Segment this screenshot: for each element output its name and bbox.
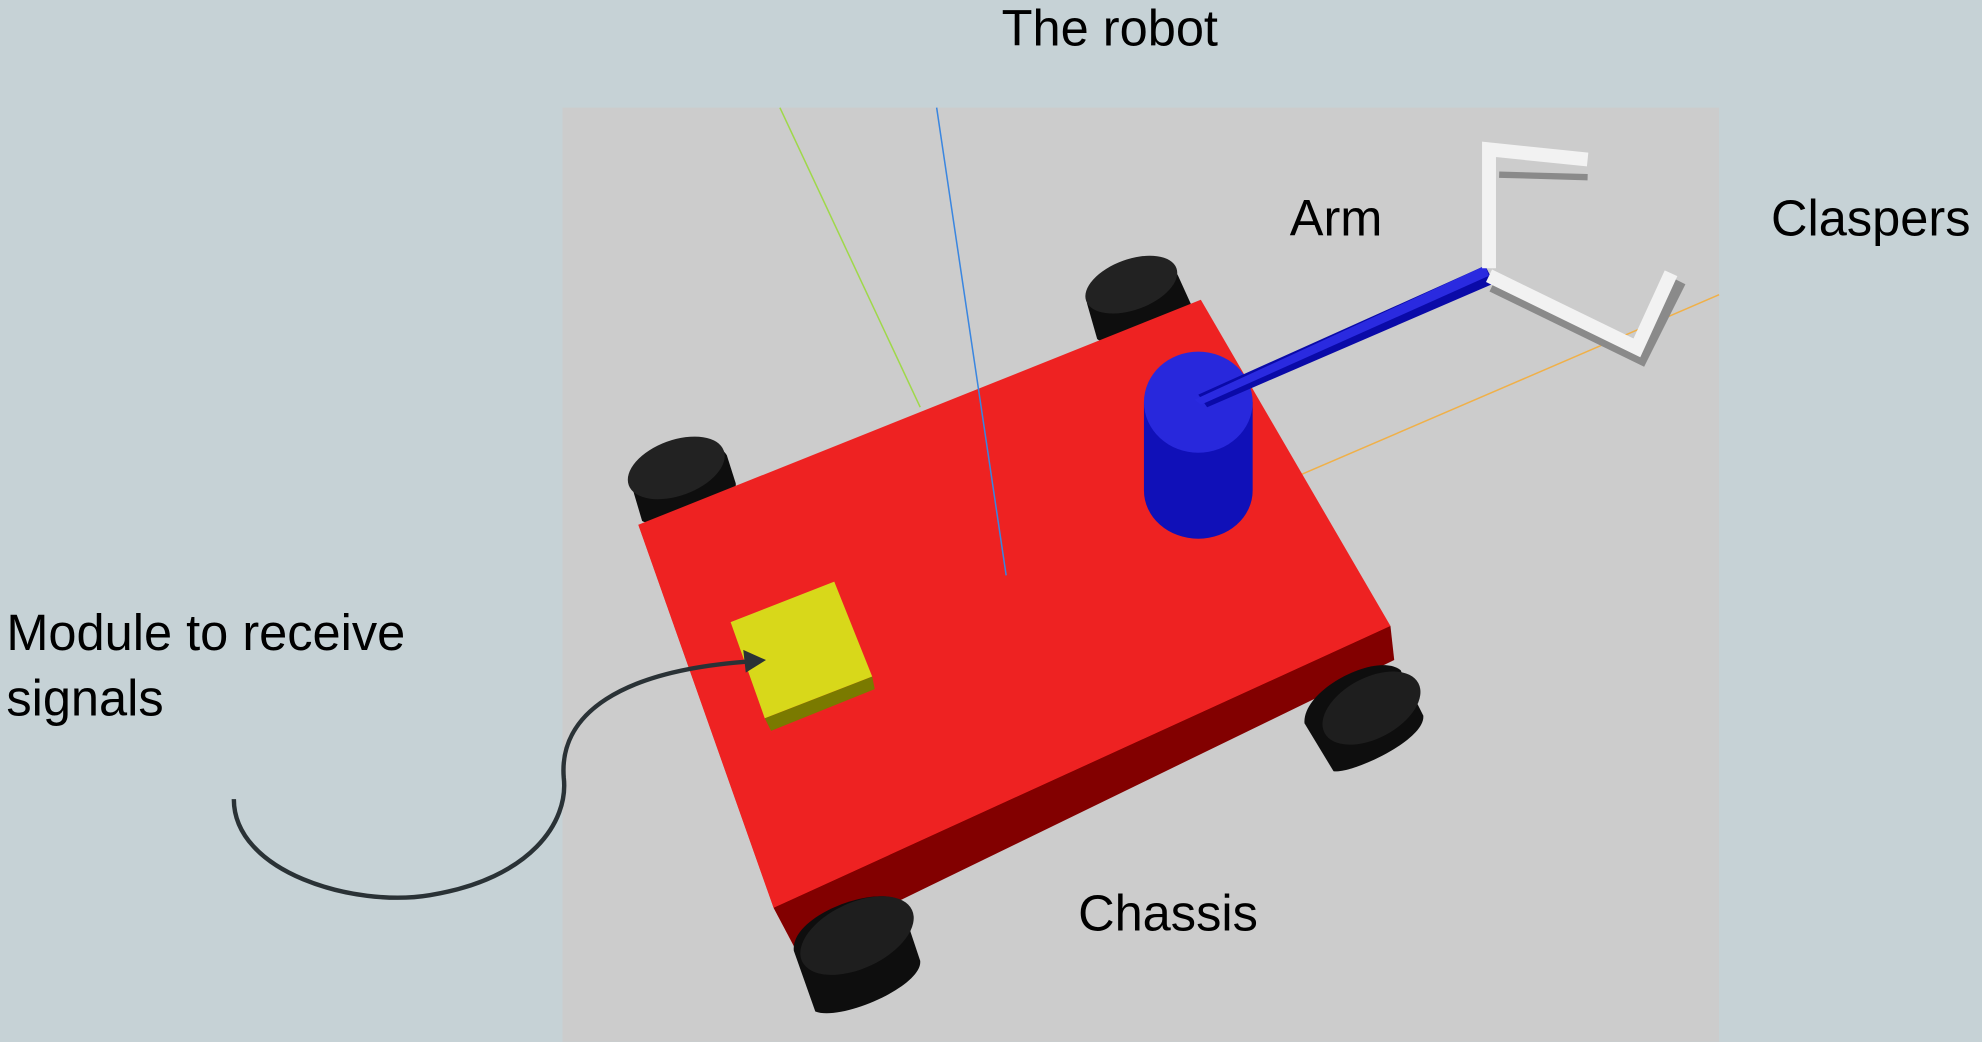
wheel bbox=[793, 896, 921, 1014]
arm bbox=[1194, 265, 1490, 405]
module-side bbox=[764, 676, 875, 731]
chassis-label: Chassis bbox=[1078, 885, 1258, 942]
title: The robot bbox=[1002, 0, 1218, 57]
module-label: signals bbox=[6, 670, 163, 727]
claspers bbox=[1482, 141, 1686, 367]
claspers-label: Claspers bbox=[1771, 189, 1970, 246]
chassis-front bbox=[773, 625, 1395, 951]
y-axis-line bbox=[779, 107, 921, 408]
wheel bbox=[1304, 665, 1424, 772]
module-label: Module to receive bbox=[6, 604, 405, 661]
z-axis-line bbox=[935, 107, 1007, 576]
arrow-head bbox=[743, 649, 767, 673]
module bbox=[730, 581, 873, 719]
arm-label: Arm bbox=[1290, 189, 1383, 246]
pointer-arrow bbox=[231, 659, 753, 900]
